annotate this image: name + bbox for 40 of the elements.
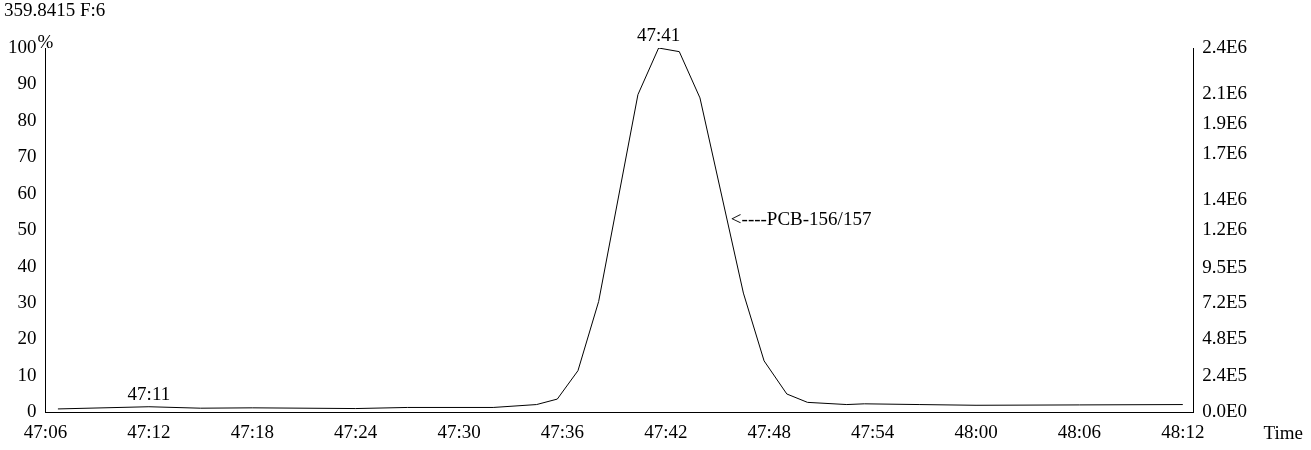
- y-tick-label: 40: [17, 254, 37, 276]
- x-tick-label: 47:54: [850, 420, 895, 442]
- y-tick-label: 70: [17, 145, 37, 167]
- x-axis-title: Time: [1263, 421, 1303, 443]
- y2-tick-label: 1.9E6: [1202, 111, 1247, 133]
- y-tick-label: 10: [17, 363, 37, 385]
- y2-tick-label: 2.4E6: [1202, 35, 1247, 57]
- y2-tick-label: 1.4E6: [1202, 187, 1247, 209]
- annotation: <----PCB-156/157: [730, 208, 872, 230]
- annotation: 47:41: [636, 24, 681, 46]
- y-tick-label: 50: [17, 218, 37, 240]
- y2-tick-label: 4.8E5: [1202, 327, 1247, 349]
- y-tick-label: 0: [27, 400, 37, 422]
- x-tick-label: 47:12: [127, 420, 171, 442]
- x-tick-label: 47:42: [644, 420, 688, 442]
- x-tick-label: 47:30: [437, 420, 481, 442]
- y-tick-label: 30: [17, 290, 37, 312]
- x-tick-label: 47:24: [334, 420, 378, 442]
- x-tick-label: 47:48: [747, 420, 791, 442]
- y-axis-title: %: [37, 30, 54, 52]
- x-tick-label: 48:12: [1161, 420, 1205, 442]
- y2-tick-label: 2.4E5: [1202, 363, 1247, 385]
- y-tick-label: 80: [17, 108, 37, 130]
- chart-title: 359.8415 F:6: [4, 0, 106, 21]
- x-tick-label: 47:18: [230, 420, 274, 442]
- y2-tick-label: 2.1E6: [1202, 81, 1247, 103]
- y2-tick-label: 9.5E5: [1202, 256, 1247, 278]
- x-tick-label: 47:36: [540, 420, 585, 442]
- y-tick-label: 60: [17, 181, 37, 203]
- y-tick-label: 100: [8, 35, 37, 57]
- y2-tick-label: 0.0E0: [1202, 400, 1247, 422]
- x-tick-label: 48:00: [954, 420, 998, 442]
- annotation: 47:11: [127, 383, 171, 405]
- y-tick-label: 20: [17, 327, 37, 349]
- y2-tick-label: 1.2E6: [1202, 218, 1247, 240]
- x-tick-label: 47:06: [23, 420, 68, 442]
- y-tick-label: 90: [17, 72, 37, 94]
- y2-tick-label: 1.7E6: [1202, 142, 1247, 164]
- y2-tick-label: 7.2E5: [1202, 290, 1247, 312]
- x-tick-label: 48:06: [1057, 420, 1102, 442]
